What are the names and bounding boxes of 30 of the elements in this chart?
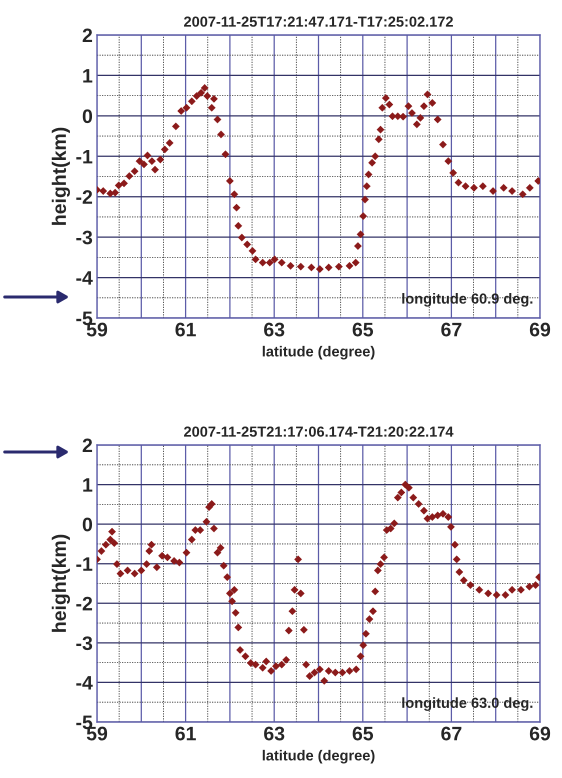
x-axis-title: latitude (degree) <box>262 346 374 360</box>
y-tick-label: -2 <box>76 190 92 204</box>
x-tick-label: 65 <box>352 322 374 336</box>
y-tick-label: -4 <box>76 676 93 690</box>
x-tick-label: 63 <box>264 322 284 336</box>
y-axis-title: height(km) <box>52 128 70 225</box>
x-tick-label: 61 <box>176 322 196 336</box>
x-tick-label: 63 <box>264 726 284 740</box>
chart-title: 2007-11-25T21:17:06.174-T21:20:22.174 <box>184 426 454 437</box>
y-tick-label: -1 <box>76 150 92 164</box>
chart-title: 2007-11-25T17:21:47.171-T17:25:02.172 <box>184 16 453 27</box>
y-tick-label: -4 <box>76 271 93 285</box>
x-tick-label: 65 <box>352 726 374 740</box>
x-tick-label: 61 <box>176 726 196 740</box>
x-tick-label: 69 <box>530 726 550 740</box>
y-axis-title: height(km) <box>52 534 70 632</box>
y-tick-label: 2 <box>82 438 92 452</box>
y-tick-label: 0 <box>82 518 92 532</box>
y-tick-label: 0 <box>82 109 92 124</box>
x-tick-label: 67 <box>441 726 462 740</box>
x-tick-label: 67 <box>441 322 462 336</box>
y-tick-label: 1 <box>83 478 92 492</box>
y-tick-label: -2 <box>76 596 92 610</box>
x-tick-label: 69 <box>530 322 550 336</box>
y-tick-label: -1 <box>76 557 92 571</box>
y-tick-label: 2 <box>82 28 92 42</box>
y-tick-label: -3 <box>76 636 92 650</box>
x-axis-title: latitude (degree) <box>262 750 374 764</box>
y-tick-label: 1 <box>83 69 92 82</box>
y-tick-label: -3 <box>76 230 92 244</box>
